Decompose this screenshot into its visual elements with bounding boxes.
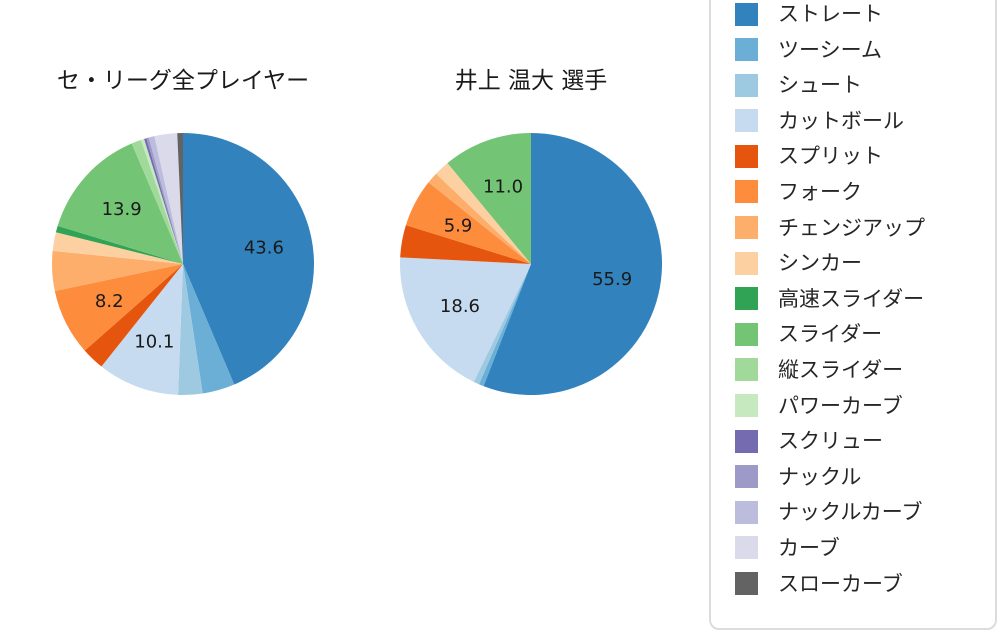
pie-slice bbox=[178, 264, 203, 395]
pie-league-svg: 43.6 10.1 8.2 13.9 bbox=[52, 133, 314, 395]
pie-slice bbox=[183, 264, 235, 394]
legend-swatch bbox=[735, 287, 758, 311]
legend-swatch bbox=[735, 144, 758, 168]
legend-item: スプリット bbox=[735, 144, 977, 168]
pie-slice bbox=[140, 138, 183, 264]
pie-value-label: 13.9 bbox=[102, 199, 142, 220]
pie-value-label: 11.0 bbox=[483, 176, 523, 197]
legend-swatch bbox=[735, 38, 758, 62]
pie-slice bbox=[54, 264, 183, 351]
legend-item-label: スプリット bbox=[778, 144, 883, 169]
pie-slice bbox=[55, 225, 183, 264]
legend-item-label: スクリュー bbox=[778, 429, 883, 454]
pie-value-label: 8.2 bbox=[95, 291, 124, 312]
pie-chart-player: 井上 温大 選手 55.9 18.6 5.9 11.0 bbox=[390, 64, 672, 397]
legend-item: ナックルカーブ bbox=[735, 500, 977, 524]
legend-item-label: カットボール bbox=[778, 108, 904, 133]
legend-item-label: 高速スライダー bbox=[778, 286, 925, 311]
legend-swatch bbox=[735, 572, 758, 595]
legend-item-label: スローカーブ bbox=[778, 571, 903, 596]
legend-item: スローカーブ bbox=[735, 572, 977, 596]
legend-swatch bbox=[735, 394, 758, 418]
legend-item-label: カーブ bbox=[778, 535, 840, 560]
pie-slice bbox=[84, 264, 183, 367]
pie-slice bbox=[428, 173, 531, 264]
pie-slice bbox=[154, 133, 183, 264]
legend-item-label: シュート bbox=[778, 73, 862, 98]
pie-slice bbox=[478, 264, 531, 387]
legend-item-label: パワーカーブ bbox=[778, 393, 903, 418]
legend-swatch bbox=[735, 2, 758, 26]
legend-swatch bbox=[735, 73, 758, 97]
pie-slice bbox=[400, 225, 531, 264]
legend-item-label: フォーク bbox=[778, 179, 862, 204]
pie-slice bbox=[436, 163, 531, 264]
legend-item-label: シンカー bbox=[778, 251, 862, 276]
pie-title-player: 井上 温大 選手 bbox=[454, 68, 608, 94]
pie-player-svg: 55.9 18.6 5.9 11.0 bbox=[400, 133, 662, 395]
pie-slice bbox=[183, 133, 314, 385]
pie-value-label: 43.6 bbox=[244, 238, 284, 259]
legend-item-label: ストレート bbox=[778, 2, 883, 26]
legend-swatch bbox=[735, 216, 758, 240]
legend-item-label: ナックルカーブ bbox=[778, 500, 923, 525]
pie-slice bbox=[52, 232, 184, 264]
legend-item: ツーシーム bbox=[735, 38, 977, 62]
pie-slice bbox=[131, 139, 183, 264]
pie-slice bbox=[447, 133, 531, 264]
legend-swatch bbox=[735, 251, 758, 275]
legend-swatch bbox=[735, 500, 758, 524]
pie-slice bbox=[473, 264, 531, 385]
pie-slice bbox=[148, 136, 183, 264]
legend-item: 高速スライダー bbox=[735, 287, 977, 311]
legend-swatch bbox=[735, 358, 758, 382]
pie-title-league: セ・リーグ全プレイヤー bbox=[56, 68, 310, 94]
legend-item: シンカー bbox=[735, 251, 977, 275]
legend-item: ナックル bbox=[735, 465, 977, 489]
legend-item: カーブ bbox=[735, 536, 977, 560]
legend-item-label: ツーシーム bbox=[778, 37, 882, 62]
pie-slice bbox=[57, 143, 183, 264]
legend-item: パワーカーブ bbox=[735, 394, 977, 418]
pie-slice bbox=[146, 137, 183, 264]
pie-slice bbox=[101, 264, 183, 395]
pie-slice bbox=[177, 133, 183, 264]
pie-slice bbox=[405, 182, 531, 264]
legend-item: スライダー bbox=[735, 322, 977, 346]
legend-item-label: チェンジアップ bbox=[778, 215, 925, 240]
legend-swatch bbox=[735, 429, 758, 453]
pie-slice bbox=[144, 138, 183, 264]
pie-value-label: 5.9 bbox=[444, 215, 473, 236]
legend-swatch bbox=[735, 536, 758, 560]
legend-item-label: ナックル bbox=[778, 464, 862, 489]
pie-slice bbox=[52, 250, 184, 291]
legend-item: シュート bbox=[735, 73, 977, 97]
legend-swatch bbox=[735, 322, 758, 346]
pitch-type-comparison-figure: セ・リーグ全プレイヤー 43.6 10.1 8.2 13.9 井上 温大 選手 55.… bbox=[42, 0, 997, 630]
legend-item: チェンジアップ bbox=[735, 216, 977, 240]
pie-slice bbox=[483, 133, 662, 395]
pie-value-label: 55.9 bbox=[592, 269, 632, 290]
pie-chart-league: セ・リーグ全プレイヤー 43.6 10.1 8.2 13.9 bbox=[42, 64, 324, 397]
legend-item: フォーク bbox=[735, 180, 977, 204]
pie-value-label: 18.6 bbox=[440, 296, 480, 317]
legend-item: ストレート bbox=[735, 2, 977, 26]
legend-item: 縦スライダー bbox=[735, 358, 977, 382]
legend-item-label: 縦スライダー bbox=[778, 357, 904, 382]
legend-item: スクリュー bbox=[735, 429, 977, 453]
legend-swatch bbox=[735, 180, 758, 204]
legend-item: カットボール bbox=[735, 109, 977, 133]
pie-slice bbox=[400, 257, 531, 382]
pie-value-label: 10.1 bbox=[134, 331, 174, 352]
legend-swatch bbox=[735, 109, 758, 133]
pitch-type-legend: ストレートツーシームシュートカットボール スプリットフォークチェンジアップ シンカー… bbox=[709, 0, 997, 630]
legend-swatch bbox=[735, 465, 758, 489]
legend-item-label: スライダー bbox=[778, 322, 883, 347]
